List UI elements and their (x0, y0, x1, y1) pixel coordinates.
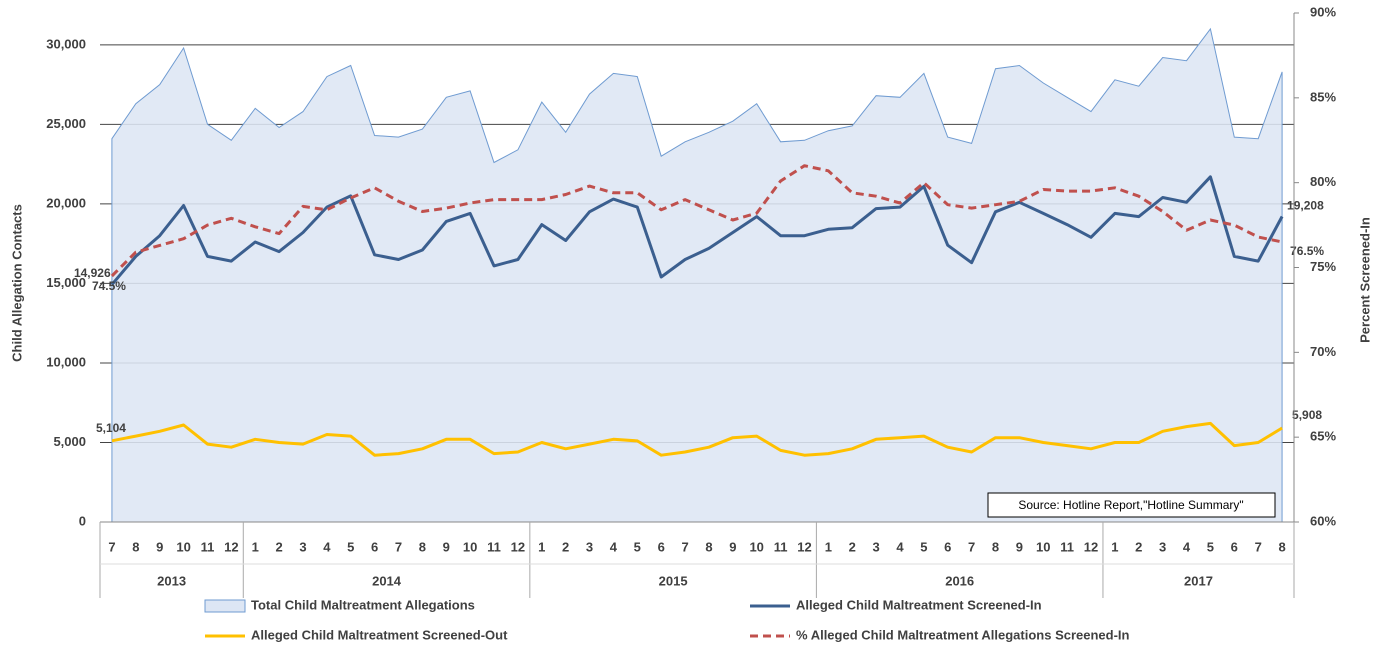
x-tick-label: 3 (299, 539, 306, 554)
x-tick-label: 7 (681, 539, 688, 554)
y-tick-label: 5,000 (53, 434, 86, 449)
x-tick-label: 9 (443, 539, 450, 554)
legend-label: Alleged Child Maltreatment Screened-In (796, 597, 1042, 612)
x-tick-label: 3 (1159, 539, 1166, 554)
x-tick-label: 11 (1060, 539, 1074, 554)
line (111, 421, 1283, 457)
data-label: 5,908 (1292, 408, 1322, 422)
x-group-label: 2013 (157, 573, 186, 588)
x-group-label: 2017 (1184, 573, 1213, 588)
x-tick-label: 5 (347, 539, 354, 554)
x-tick-label: 1 (1111, 539, 1118, 554)
x-tick-label: 4 (323, 539, 331, 554)
x-tick-label: 9 (1016, 539, 1023, 554)
y2-tick-label: 90% (1310, 4, 1336, 19)
x-tick-label: 4 (1183, 539, 1191, 554)
x-tick-label: 11 (774, 539, 788, 554)
y2-tick-label: 85% (1310, 89, 1336, 104)
x-tick-label: 8 (132, 539, 139, 554)
y2-tick-label: 75% (1310, 259, 1336, 274)
x-tick-label: 5 (920, 539, 927, 554)
x-tick-label: 2 (849, 539, 856, 554)
x-group-label: 2016 (945, 573, 974, 588)
data-label: 5,104 (96, 421, 126, 435)
x-tick-label: 1 (538, 539, 545, 554)
x-tick-label: 8 (419, 539, 426, 554)
x-tick-label: 1 (825, 539, 832, 554)
x-tick-label: 8 (705, 539, 712, 554)
x-tick-label: 2 (562, 539, 569, 554)
x-tick-label: 9 (729, 539, 736, 554)
x-tick-label: 8 (1278, 539, 1285, 554)
x-tick-label: 2 (275, 539, 282, 554)
x-tick-label: 10 (463, 539, 477, 554)
x-group-label: 2014 (372, 573, 402, 588)
y-tick-label: 15,000 (46, 275, 86, 290)
x-tick-label: 1 (252, 539, 259, 554)
legend-label: % Alleged Child Maltreatment Allegations… (796, 627, 1130, 642)
line (110, 164, 1283, 278)
x-tick-label: 7 (395, 539, 402, 554)
y-axis-title: Child Allegation Contacts (9, 204, 24, 362)
annotation: Source: Hotline Report,"Hotline Summary" (1018, 498, 1243, 512)
x-tick-label: 4 (896, 539, 904, 554)
x-tick-label: 6 (371, 539, 378, 554)
x-tick-label: 9 (156, 539, 163, 554)
x-tick-label: 12 (1084, 539, 1098, 554)
x-tick-label: 7 (968, 539, 975, 554)
x-tick-label: 10 (749, 539, 763, 554)
y2-tick-label: 80% (1310, 174, 1336, 189)
x-tick-label: 3 (586, 539, 593, 554)
x-tick-label: 12 (511, 539, 525, 554)
legend-swatch (204, 599, 246, 613)
x-tick-label: 11 (201, 539, 215, 554)
x-tick-label: 2 (1135, 539, 1142, 554)
y2-tick-label: 60% (1310, 513, 1336, 528)
x-tick-label: 5 (1207, 539, 1214, 554)
y2-tick-label: 65% (1310, 429, 1336, 444)
line (110, 175, 1284, 286)
y2-axis-title: Percent Screened-In (1357, 217, 1372, 343)
x-tick-label: 10 (176, 539, 190, 554)
x-tick-label: 4 (610, 539, 618, 554)
data-label: 14,926 (74, 266, 111, 280)
x-tick-label: 8 (992, 539, 999, 554)
annotation-box (987, 492, 1276, 518)
x-tick-label: 6 (944, 539, 951, 554)
data-label: 74.5% (92, 279, 126, 293)
x-tick-label: 12 (797, 539, 811, 554)
x-tick-label: 12 (224, 539, 238, 554)
x-tick-label: 3 (872, 539, 879, 554)
y2-tick-label: 70% (1310, 344, 1336, 359)
x-tick-label: 5 (634, 539, 641, 554)
x-tick-label: 10 (1036, 539, 1050, 554)
y-tick-label: 10,000 (46, 354, 86, 369)
y-tick-label: 0 (79, 513, 86, 528)
x-tick-label: 11 (487, 539, 501, 554)
legend-label: Total Child Maltreatment Allegations (251, 597, 475, 612)
x-tick-label: 6 (1231, 539, 1238, 554)
area (111, 27, 1283, 523)
x-tick-label: 7 (108, 539, 115, 554)
y-tick-label: 25,000 (46, 116, 86, 131)
y-tick-label: 20,000 (46, 195, 86, 210)
x-tick-label: 6 (658, 539, 665, 554)
x-group-label: 2015 (659, 573, 688, 588)
x-tick-label: 7 (1255, 539, 1262, 554)
data-label: 76.5% (1290, 244, 1324, 258)
y-tick-label: 30,000 (46, 36, 86, 51)
data-label: 19,208 (1287, 199, 1324, 213)
legend-label: Alleged Child Maltreatment Screened-Out (251, 627, 508, 642)
